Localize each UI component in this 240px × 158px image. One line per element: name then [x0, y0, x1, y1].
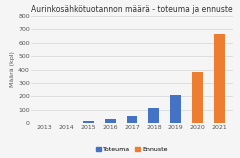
- Bar: [126, 116, 138, 123]
- Title: Aurinkosähkötuotannon määrä - toteuma ja ennuste: Aurinkosähkötuotannon määrä - toteuma ja…: [31, 5, 233, 14]
- Bar: [105, 119, 116, 123]
- Bar: [214, 33, 225, 123]
- Y-axis label: Määrä (kpl): Määrä (kpl): [10, 52, 15, 88]
- Bar: [192, 73, 203, 123]
- Bar: [83, 122, 94, 123]
- Legend: Toteuma, Ennuste: Toteuma, Ennuste: [94, 144, 170, 155]
- Bar: [148, 108, 159, 123]
- Bar: [170, 95, 181, 123]
